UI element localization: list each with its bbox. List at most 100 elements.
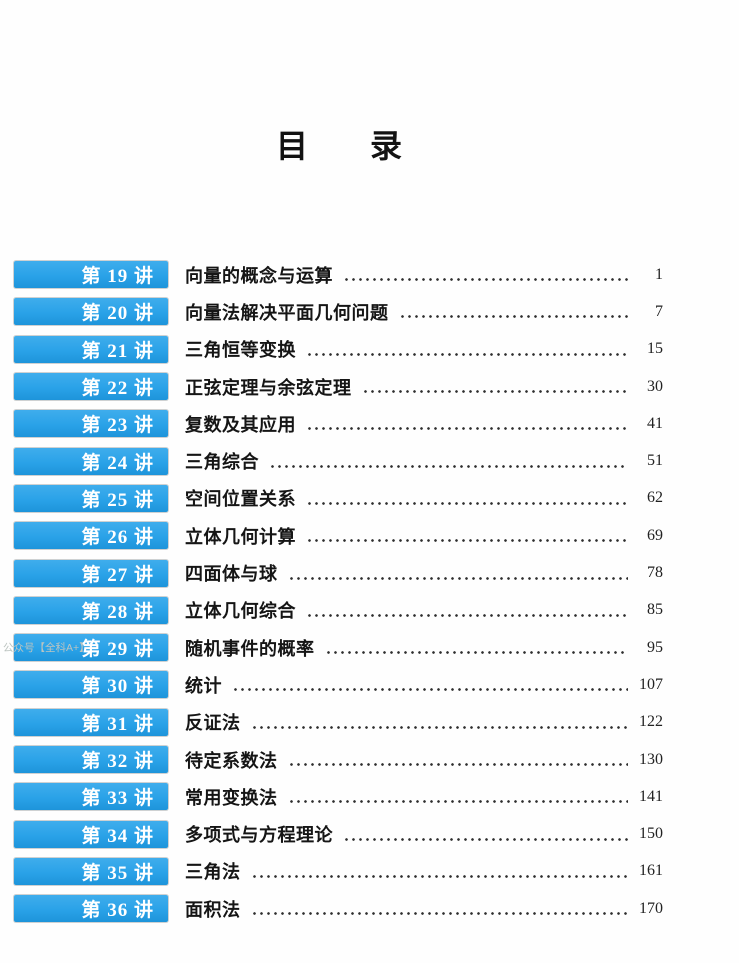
entry-title: 面积法 — [185, 899, 241, 920]
lecture-badge: 第 21 讲 — [14, 335, 168, 363]
entry-title: 立体几何综合 — [185, 601, 296, 622]
lecture-badge: 第 30 讲 — [14, 671, 168, 699]
entry-title: 向量法解决平面几何问题 — [185, 302, 389, 323]
toc-entry: 第 23 讲 复数及其应用 41 — [0, 405, 739, 442]
dot-leader — [250, 873, 628, 879]
lecture-badge-label: 第 26 讲 — [81, 527, 154, 549]
lecture-badge-label: 第 35 讲 — [81, 862, 154, 884]
lecture-badge: 第 24 讲 — [14, 447, 168, 475]
toc-entry: 第 20 讲 向量法解决平面几何问题 7 — [0, 293, 739, 330]
toc-entry: 第 28 讲 立体几何综合 85 — [0, 592, 739, 629]
page-number: 78 — [647, 564, 663, 582]
dot-leader — [306, 351, 628, 357]
toc-entry: 第 24 讲 三角综合 51 — [0, 442, 739, 479]
dot-leader — [269, 463, 628, 469]
lecture-badge-label: 第 28 讲 — [81, 601, 154, 623]
lecture-badge-label: 第 29 讲 — [81, 639, 154, 661]
lecture-badge: 第 25 讲 — [14, 484, 168, 512]
lecture-badge-label: 第 23 讲 — [81, 415, 154, 437]
dot-leader — [306, 500, 628, 506]
toc-entry: 第 25 讲 空间位置关系 62 — [0, 480, 739, 517]
lecture-badge-label: 第 21 讲 — [81, 340, 154, 362]
lecture-badge-label: 第 19 讲 — [81, 266, 154, 288]
lecture-badge: 第 34 讲 — [14, 820, 168, 848]
entry-title: 四面体与球 — [185, 564, 278, 585]
entry-title: 空间位置关系 — [185, 489, 296, 510]
toc-entry: 第 36 讲 面积法 170 — [0, 890, 739, 927]
page-title: 目 录 — [276, 129, 402, 163]
lecture-badge: 第 31 讲 — [14, 708, 168, 736]
entry-title: 随机事件的概率 — [185, 638, 315, 659]
entry-title: 正弦定理与余弦定理 — [185, 377, 352, 398]
lecture-badge-label: 第 27 讲 — [81, 564, 154, 586]
lecture-badge: 第 23 讲 — [14, 410, 168, 438]
lecture-badge: 第 33 讲 — [14, 783, 168, 811]
lecture-badge-label: 第 20 讲 — [81, 303, 154, 325]
entry-title: 三角恒等变换 — [185, 340, 296, 361]
toc-entry: 第 35 讲 三角法 161 — [0, 853, 739, 890]
lecture-badge: 第 28 讲 — [14, 596, 168, 624]
lecture-badge: 第 36 讲 — [14, 895, 168, 923]
toc-entry: 第 34 讲 多项式与方程理论 150 — [0, 815, 739, 852]
toc-entry: 第 22 讲 正弦定理与余弦定理 30 — [0, 368, 739, 405]
lecture-badge: 第 27 讲 — [14, 559, 168, 587]
toc-entry: 第 30 讲 统计 107 — [0, 666, 739, 703]
entry-title: 反证法 — [185, 713, 241, 734]
page-title-char: 目 — [276, 128, 309, 165]
dot-leader — [287, 799, 628, 805]
lecture-badge-label: 第 31 讲 — [81, 713, 154, 735]
dot-leader — [306, 426, 628, 432]
page-number: 85 — [647, 601, 663, 619]
lecture-badge: 第 32 讲 — [14, 746, 168, 773]
page-title-char: 录 — [370, 128, 403, 165]
page-number: 51 — [647, 452, 663, 470]
lecture-badge: 第 29 讲 — [14, 634, 168, 662]
entry-title: 立体几何计算 — [185, 526, 296, 547]
lecture-badge-label: 第 36 讲 — [81, 900, 154, 922]
watermark-text: 公众号【全科A+】 — [3, 642, 90, 654]
dot-leader — [324, 650, 628, 656]
entry-title: 三角综合 — [185, 452, 259, 473]
dot-leader — [250, 724, 628, 730]
lecture-badge: 第 20 讲 — [14, 298, 168, 326]
page-number: 150 — [639, 825, 663, 843]
lecture-badge: 第 19 讲 — [14, 261, 168, 289]
entry-title: 向量的概念与运算 — [185, 265, 333, 286]
lecture-badge: 第 35 讲 — [14, 857, 168, 885]
toc-entry: 第 19 讲 向量的概念与运算 1 — [0, 256, 739, 293]
toc-entry: 第 27 讲 四面体与球 78 — [0, 554, 739, 591]
page-number: 107 — [639, 675, 663, 693]
dot-leader — [361, 389, 628, 395]
entry-title: 复数及其应用 — [185, 414, 296, 435]
toc-entry: 第 32 讲 待定系数法 130 — [0, 741, 739, 778]
page-number: 1 — [655, 265, 663, 283]
page-number: 30 — [647, 377, 663, 395]
dot-leader — [343, 277, 628, 283]
page-number: 15 — [647, 340, 663, 358]
page-number: 95 — [647, 638, 663, 656]
entry-title: 待定系数法 — [185, 750, 278, 771]
toc-entry: 第 26 讲 立体几何计算 69 — [0, 517, 739, 554]
lecture-badge: 第 22 讲 — [14, 373, 168, 401]
dot-leader — [287, 762, 628, 767]
page-number: 69 — [647, 526, 663, 544]
lecture-badge-label: 第 34 讲 — [81, 825, 154, 847]
dot-leader — [306, 612, 628, 618]
entry-title: 常用变换法 — [185, 787, 278, 808]
page-number: 7 — [655, 302, 663, 320]
page-number: 130 — [639, 750, 663, 768]
lecture-badge: 第 26 讲 — [14, 522, 168, 550]
dot-leader — [398, 314, 628, 320]
dot-leader — [343, 836, 628, 842]
lecture-badge-label: 第 32 讲 — [81, 751, 154, 772]
dot-leader — [250, 911, 628, 917]
lecture-badge-label: 第 22 讲 — [81, 378, 154, 400]
page-number: 41 — [647, 414, 663, 432]
page-number: 161 — [639, 862, 663, 880]
toc-entry: 第 29 讲 随机事件的概率 95 — [0, 629, 739, 666]
page-number: 62 — [647, 489, 663, 507]
dot-leader — [287, 575, 628, 581]
lecture-badge-label: 第 33 讲 — [81, 788, 154, 810]
page-number: 141 — [639, 787, 663, 805]
